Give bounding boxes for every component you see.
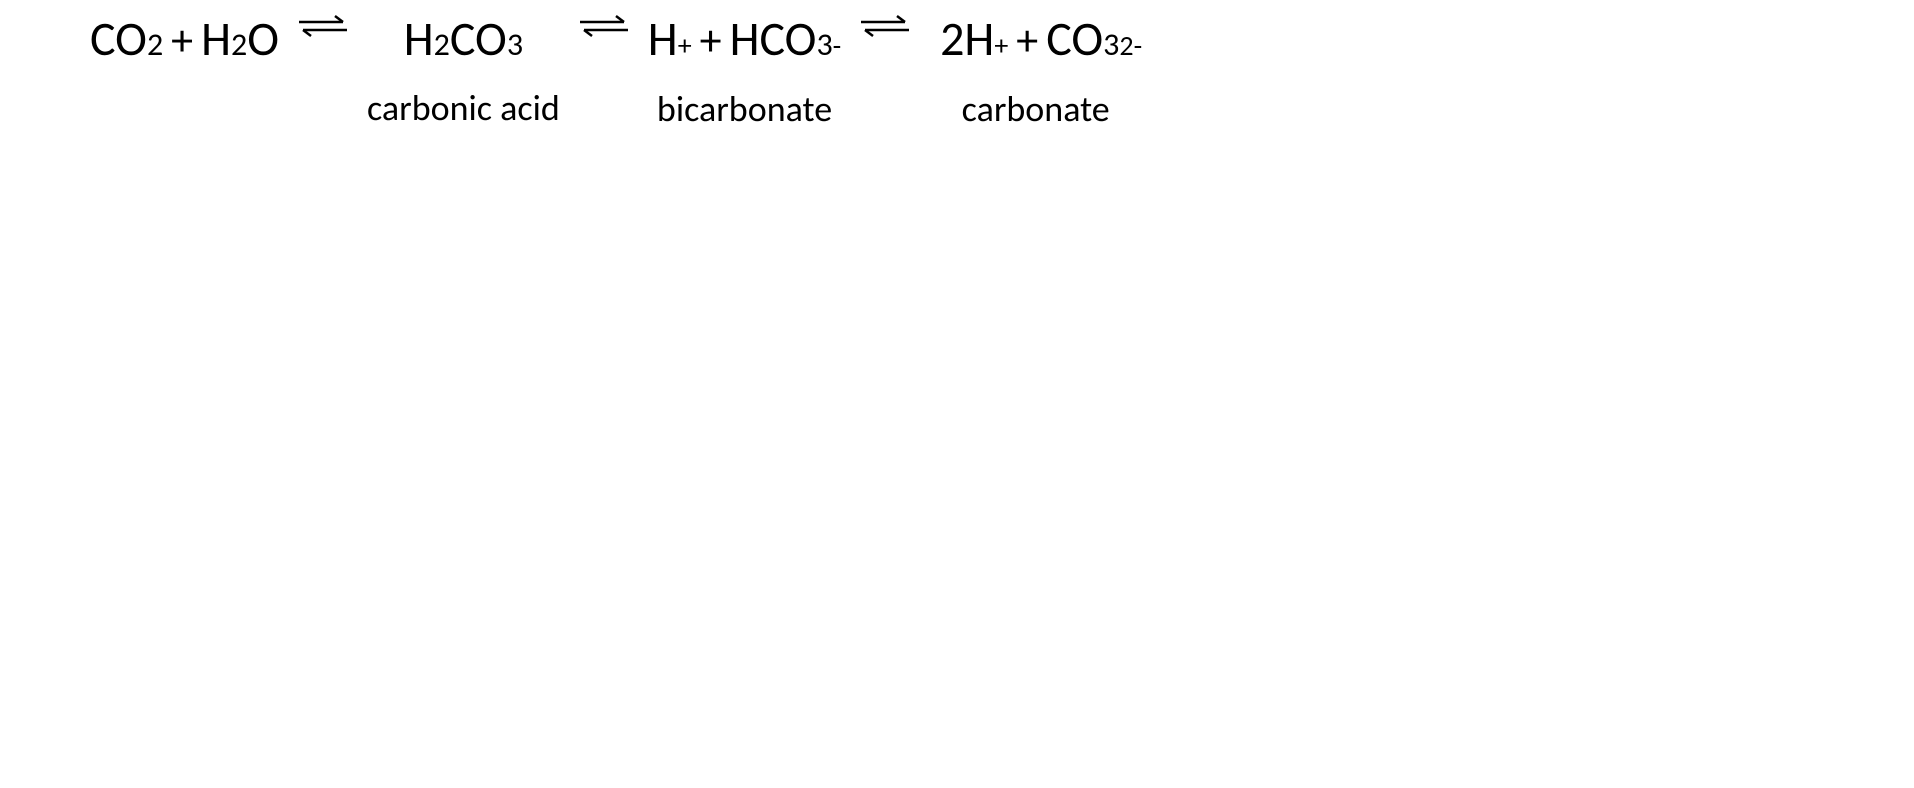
- formula-carbonate: 2H+ + CO32-: [929, 10, 1142, 69]
- h2-h: H: [964, 10, 994, 68]
- coeff-2: 2: [940, 10, 964, 68]
- co2-text: CO: [90, 10, 147, 68]
- hco3-hco: HCO: [730, 10, 817, 68]
- co3-co: CO: [1046, 10, 1103, 68]
- formula-h2co3: H2CO3: [393, 10, 534, 68]
- stage-reactants: CO2 + H2O: [90, 10, 279, 127]
- equilibrium-icon: [295, 10, 351, 42]
- equilibrium-icon: [576, 10, 632, 42]
- h2o-h: H: [201, 10, 231, 68]
- equilibrium-icon: [857, 10, 913, 42]
- equilibrium-arrow-3: [857, 10, 913, 42]
- stage-carbonic-acid: H2CO3 carbonic acid: [367, 10, 560, 130]
- label-carbonic-acid: carbonic acid: [367, 86, 560, 130]
- equilibrium-arrow-1: [295, 10, 351, 42]
- stage-carbonate: 2H+ + CO32- carbonate: [929, 10, 1142, 131]
- hplus-h: H: [648, 10, 678, 68]
- plus-1: +: [171, 12, 193, 69]
- plus-2: +: [700, 12, 722, 69]
- formula-bicarbonate: H+ + HCO3-: [648, 10, 841, 69]
- h2co3-h: H: [404, 10, 434, 68]
- h2o-o: O: [247, 10, 279, 68]
- equation-row: CO2 + H2O H2CO3 carbonic acid: [90, 10, 1790, 131]
- chemical-equation-diagram: CO2 + H2O H2CO3 carbonic acid: [90, 10, 1790, 131]
- plus-3: +: [1016, 12, 1038, 69]
- stage-bicarbonate: H+ + HCO3- bicarbonate: [648, 10, 841, 131]
- label-carbonate: carbonate: [962, 87, 1110, 131]
- formula-reactants: CO2 + H2O: [90, 10, 279, 69]
- h2co3-co: CO: [450, 10, 507, 68]
- equilibrium-arrow-2: [576, 10, 632, 42]
- label-bicarbonate: bicarbonate: [657, 87, 832, 131]
